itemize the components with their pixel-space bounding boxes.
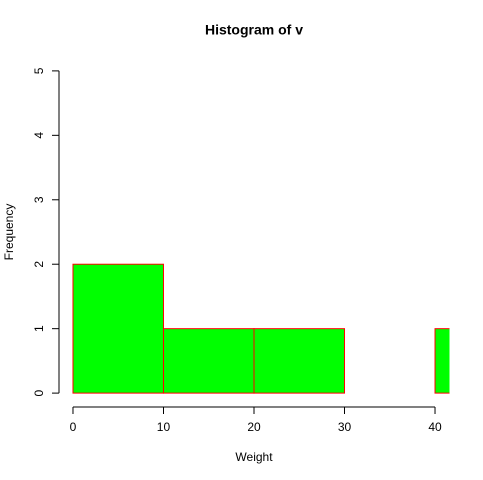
bar (434, 328, 450, 394)
y-tick-label: 2 (32, 261, 46, 268)
y-axis-label: Frequency (2, 204, 16, 261)
bar (72, 263, 164, 394)
x-tick-label: 20 (247, 420, 261, 434)
y-tick-label: 5 (32, 67, 46, 74)
x-axis-label: Weight (235, 450, 273, 464)
y-tick-label: 1 (32, 325, 46, 332)
x-tick-label: 10 (157, 420, 171, 434)
x-tick-label: 30 (338, 420, 352, 434)
x-tick-label: 0 (70, 420, 77, 434)
bar (162, 328, 255, 394)
y-tick-label: 3 (32, 196, 46, 203)
bar (253, 328, 346, 394)
chart-title: Histogram of v (205, 22, 303, 38)
bars (72, 263, 450, 394)
y-tick-label: 0 (32, 389, 46, 396)
x-tick-label: 40 (428, 420, 442, 434)
y-tick-label: 4 (32, 132, 46, 139)
